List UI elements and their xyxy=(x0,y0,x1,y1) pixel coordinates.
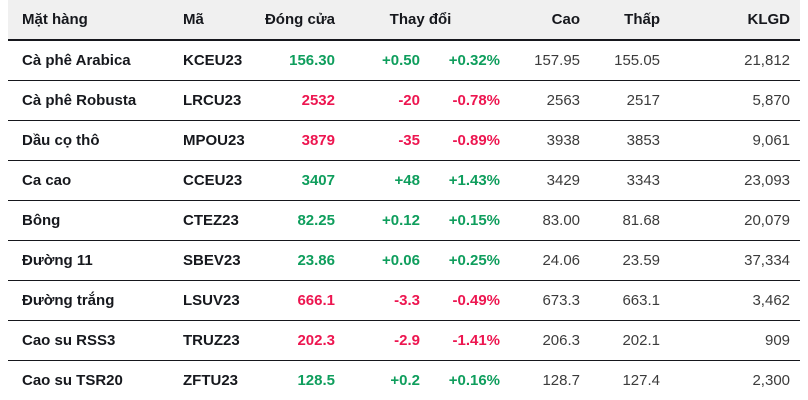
low-cell: 3853 xyxy=(583,120,664,161)
item-name-cell: Đường 11 xyxy=(8,240,180,281)
volume-cell: 5,870 xyxy=(663,80,801,121)
code-cell: SBEV23 xyxy=(180,240,253,281)
volume-cell: 3,462 xyxy=(663,280,801,321)
low-cell: 663.1 xyxy=(583,280,664,321)
commodity-price-table: Mặt hàng Mã Đóng cửa Thay đổi Cao Thấp K… xyxy=(8,0,801,400)
table-row: Cao su TSR20 ZFTU23 128.5 +0.2 +0.16% 12… xyxy=(8,360,801,400)
item-name-cell: Đường trắng xyxy=(8,280,180,321)
high-cell: 2563 xyxy=(503,80,584,121)
change-cell: -20 xyxy=(338,80,423,121)
high-cell: 24.06 xyxy=(503,240,584,281)
close-cell: 666.1 xyxy=(253,280,338,321)
change-cell: +48 xyxy=(338,160,423,201)
change-pct-cell: +0.32% xyxy=(423,40,504,81)
volume-cell: 2,300 xyxy=(752,371,791,389)
change-cell: -2.9 xyxy=(338,320,423,361)
volume-cell: 909 xyxy=(663,320,801,361)
header-close: Đóng cửa xyxy=(253,0,338,41)
table-row: Cà phê Arabica KCEU23 156.30 +0.50 +0.32… xyxy=(8,40,801,81)
code-cell: LSUV23 xyxy=(180,280,253,321)
table-row: Đường trắng LSUV23 666.1 -3.3 -0.49% 673… xyxy=(8,280,801,321)
table-body: Cà phê Arabica KCEU23 156.30 +0.50 +0.32… xyxy=(8,40,801,400)
low-cell: 3343 xyxy=(583,160,664,201)
close-cell: 3879 xyxy=(253,120,338,161)
close-cell: 128.5 xyxy=(297,371,335,389)
table-row: Cà phê Robusta LRCU23 2532 -20 -0.78% 25… xyxy=(8,80,801,121)
header-code: Mã xyxy=(180,0,253,41)
volume-cell: 23,093 xyxy=(663,160,801,201)
close-cell: 202.3 xyxy=(253,320,338,361)
high-cell: 3429 xyxy=(503,160,584,201)
change-pct-cell: +0.25% xyxy=(423,240,504,281)
change-cell: +0.06 xyxy=(338,240,423,281)
header-item: Mặt hàng xyxy=(8,0,180,41)
high-cell: 128.7 xyxy=(542,371,581,389)
table-row: Cao su RSS3 TRUZ23 202.3 -2.9 -1.41% 206… xyxy=(8,320,801,361)
table-row: Dầu cọ thô MPOU23 3879 -35 -0.89% 3938 3… xyxy=(8,120,801,161)
change-cell: +0.50 xyxy=(338,40,423,81)
high-cell: 157.95 xyxy=(503,40,584,81)
item-name-cell: Cao su TSR20 xyxy=(22,371,123,389)
code-cell: CTEZ23 xyxy=(180,200,253,241)
header-change: Thay đổi xyxy=(338,0,504,41)
high-cell: 673.3 xyxy=(503,280,584,321)
volume-cell: 9,061 xyxy=(663,120,801,161)
header-row: Mặt hàng Mã Đóng cửa Thay đổi Cao Thấp K… xyxy=(8,0,801,41)
table-row: Đường 11 SBEV23 23.86 +0.06 +0.25% 24.06… xyxy=(8,240,801,281)
close-cell: 23.86 xyxy=(253,240,338,281)
volume-cell: 21,812 xyxy=(663,40,801,81)
low-cell: 2517 xyxy=(583,80,664,121)
code-cell: TRUZ23 xyxy=(180,320,253,361)
change-cell: +0.2 xyxy=(390,371,420,389)
low-cell: 23.59 xyxy=(583,240,664,281)
code-cell: KCEU23 xyxy=(180,40,253,81)
close-cell: 156.30 xyxy=(253,40,338,81)
table-row: Bông CTEZ23 82.25 +0.12 +0.15% 83.00 81.… xyxy=(8,200,801,241)
item-name-cell: Bông xyxy=(8,200,180,241)
volume-cell: 20,079 xyxy=(663,200,801,241)
change-cell: -3.3 xyxy=(338,280,423,321)
item-name-cell: Cà phê Robusta xyxy=(8,80,180,121)
low-cell: 155.05 xyxy=(583,40,664,81)
change-pct-cell: +0.16% xyxy=(448,371,501,389)
volume-cell: 37,334 xyxy=(663,240,801,281)
change-pct-cell: -0.78% xyxy=(423,80,504,121)
item-name-cell: Cà phê Arabica xyxy=(8,40,180,81)
header-low: Thấp xyxy=(583,0,664,41)
table-header: Mặt hàng Mã Đóng cửa Thay đổi Cao Thấp K… xyxy=(8,0,801,41)
table-row: Ca cao CCEU23 3407 +48 +1.43% 3429 3343 … xyxy=(8,160,801,201)
change-pct-cell: -1.41% xyxy=(423,320,504,361)
close-cell: 2532 xyxy=(253,80,338,121)
header-high: Cao xyxy=(503,0,584,41)
change-pct-cell: +1.43% xyxy=(423,160,504,201)
low-cell: 81.68 xyxy=(583,200,664,241)
low-cell: 202.1 xyxy=(583,320,664,361)
change-pct-cell: -0.89% xyxy=(423,120,504,161)
item-name-cell: Dầu cọ thô xyxy=(8,120,180,161)
header-volume: KLGD xyxy=(663,0,801,41)
code-cell: ZFTU23 xyxy=(183,371,239,389)
item-name-cell: Cao su RSS3 xyxy=(8,320,180,361)
code-cell: CCEU23 xyxy=(180,160,253,201)
high-cell: 3938 xyxy=(503,120,584,161)
close-cell: 82.25 xyxy=(253,200,338,241)
low-cell: 127.4 xyxy=(622,371,661,389)
change-cell: +0.12 xyxy=(338,200,423,241)
close-cell: 3407 xyxy=(253,160,338,201)
change-pct-cell: -0.49% xyxy=(423,280,504,321)
code-cell: MPOU23 xyxy=(180,120,253,161)
change-cell: -35 xyxy=(338,120,423,161)
code-cell: LRCU23 xyxy=(180,80,253,121)
change-pct-cell: +0.15% xyxy=(423,200,504,241)
high-cell: 206.3 xyxy=(503,320,584,361)
item-name-cell: Ca cao xyxy=(8,160,180,201)
high-cell: 83.00 xyxy=(503,200,584,241)
